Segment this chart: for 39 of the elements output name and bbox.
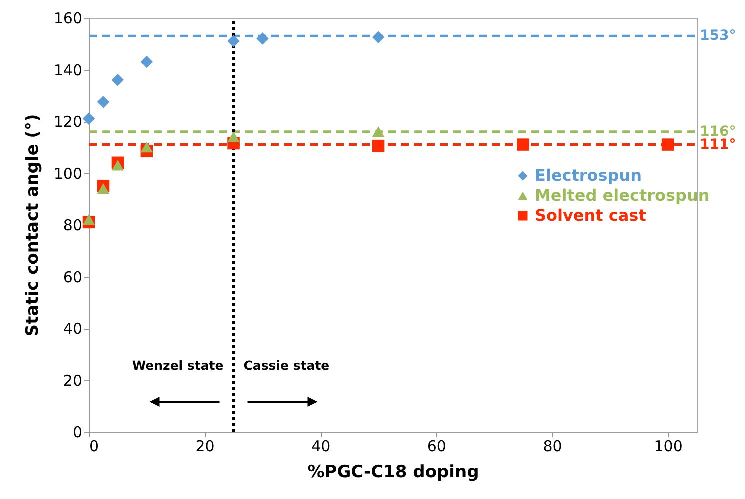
- x-tick-label: 80: [543, 438, 562, 456]
- point: [112, 160, 124, 171]
- x-tick-label: 40: [312, 438, 331, 456]
- legend-label: Electrospun: [535, 166, 642, 185]
- y-tick-label: 0: [72, 424, 82, 442]
- ref-line-label: 153°: [700, 28, 736, 44]
- point: [372, 126, 385, 138]
- point: [82, 214, 96, 226]
- point: [256, 32, 269, 45]
- y-tick-label: 40: [63, 320, 82, 338]
- annotation: Wenzel state: [132, 358, 224, 373]
- x-tick-label: 60: [427, 438, 446, 456]
- y-tick-label: 120: [54, 113, 82, 131]
- y-tick-label: 140: [54, 61, 82, 80]
- point: [517, 138, 530, 151]
- point: [97, 96, 110, 108]
- point: [97, 183, 110, 194]
- x-tick-label: 100: [654, 438, 683, 456]
- x-tick-label: 20: [196, 438, 215, 456]
- legend-label: Solvent cast: [535, 206, 647, 225]
- y-tick-label: 160: [54, 10, 82, 28]
- point: [140, 142, 154, 153]
- annotation: Cassie state: [244, 358, 330, 373]
- x-tick-label: 0: [90, 438, 100, 456]
- point: [372, 140, 385, 152]
- y-tick-label: 80: [63, 216, 82, 234]
- point: [662, 138, 674, 151]
- y-tick-label: 60: [63, 268, 82, 286]
- y-tick-label: 100: [54, 164, 82, 183]
- point: [228, 132, 240, 142]
- point: [140, 56, 154, 68]
- point: [82, 112, 96, 126]
- y-tick-label: 20: [63, 372, 82, 390]
- point: [228, 35, 240, 48]
- legend-label: Melted electrospun: [535, 186, 710, 205]
- point: [372, 31, 385, 44]
- y-axis-title: Static contact angle (°): [22, 114, 43, 337]
- x-axis-title: %PGC-C18 doping: [308, 462, 480, 482]
- point: [112, 74, 124, 86]
